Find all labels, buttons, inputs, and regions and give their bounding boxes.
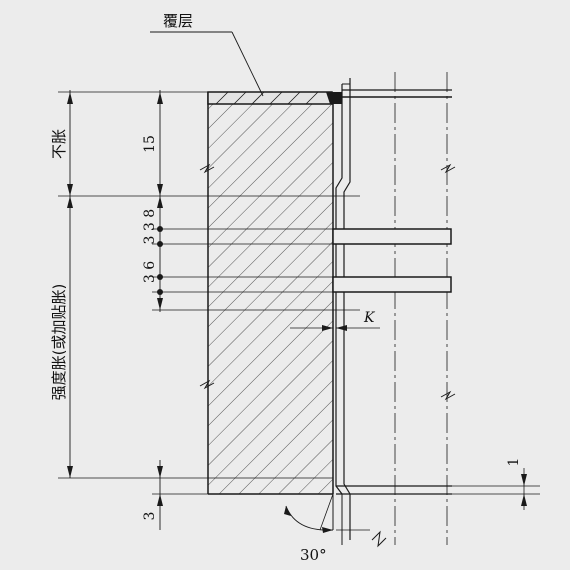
inner-dimension [152,90,360,530]
groove-lower [332,276,452,293]
dim-3-upper: 3 [142,236,158,245]
dim-1: 1 [506,458,522,467]
cladding-label: 覆层 [163,12,193,30]
cladding-leader [150,31,264,97]
tubesheet-body [207,92,333,495]
cladding-layer [207,91,342,105]
angle-indicator [284,493,370,533]
left-dimension [58,90,360,479]
dim-38: 3 8 [142,209,158,231]
dim-3-bottom: 3 [142,512,158,521]
dim-36: 3 6 [142,261,158,283]
strength-expansion-label: 强度胀(或加贴胀) [50,284,68,401]
k-label: K [363,310,376,326]
groove-upper [332,228,452,245]
k-dimension [290,325,380,331]
break-marks [199,163,215,390]
no-expansion-label: 不胀 [50,129,68,159]
tube [332,72,456,548]
dim-15: 15 [142,135,158,153]
angle-label: 30° [300,546,327,564]
right-dimension [452,468,540,510]
